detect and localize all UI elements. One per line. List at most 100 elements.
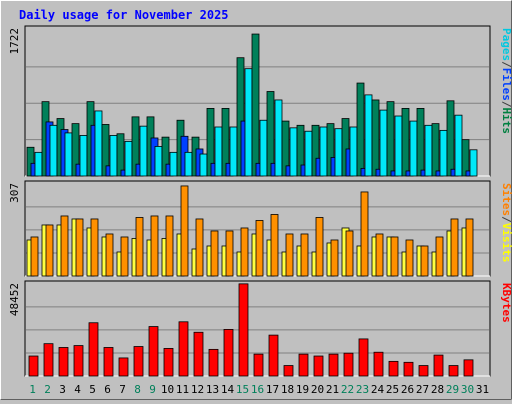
x-tick-label-15: 15 xyxy=(236,383,249,396)
bar-sites-day-10 xyxy=(165,215,174,277)
bar-sites-day-25 xyxy=(390,236,399,277)
bar-hits-day-8 xyxy=(131,116,140,177)
bar-kbytes-day-9 xyxy=(148,326,159,377)
bar-kbytes-day-24 xyxy=(373,351,384,377)
y-axis-title-part: / xyxy=(500,101,512,108)
bar-kbytes-day-7 xyxy=(118,357,129,377)
x-tick-label-17: 17 xyxy=(266,383,279,396)
bar-sites-day-14 xyxy=(225,230,234,277)
bar-pages-day-10 xyxy=(169,151,178,177)
bar-pages-day-4 xyxy=(79,135,88,177)
bar-kbytes-day-29 xyxy=(448,365,459,377)
bar-sites-day-30 xyxy=(465,218,474,277)
panel-kbytes: 48452 KBytes xyxy=(8,280,512,377)
bar-sites-day-27 xyxy=(420,245,429,277)
x-tick-label-8: 8 xyxy=(134,383,141,396)
bar-hits-day-27 xyxy=(416,108,425,177)
bar-sites-day-18 xyxy=(285,233,294,277)
bar-sites-day-24 xyxy=(375,233,384,277)
y-max-label: 1722 xyxy=(8,28,21,55)
bar-sites-day-8 xyxy=(135,217,144,277)
bar-sites-day-16 xyxy=(255,220,264,277)
x-tick-label-25: 25 xyxy=(386,383,399,396)
bar-kbytes-day-23 xyxy=(358,338,369,377)
bar-hits-day-7 xyxy=(116,133,125,177)
x-tick-label-14: 14 xyxy=(221,383,235,396)
x-tick-label-28: 28 xyxy=(431,383,444,396)
bar-pages-day-8 xyxy=(139,125,148,177)
bar-hits-day-22 xyxy=(341,118,350,177)
bar-sites-day-12 xyxy=(195,218,204,277)
bar-kbytes-day-6 xyxy=(103,347,114,377)
bar-kbytes-day-21 xyxy=(328,353,339,377)
y-max-label: 48452 xyxy=(8,283,21,316)
y-axis-title-part: KBytes xyxy=(500,283,512,323)
bar-sites-day-23 xyxy=(360,191,369,277)
bar-pages-day-11 xyxy=(184,151,193,177)
bar-pages-day-30 xyxy=(469,149,478,177)
x-tick-label-23: 23 xyxy=(356,383,369,396)
bar-pages-day-23 xyxy=(364,94,373,177)
x-tick-label-10: 10 xyxy=(161,383,174,396)
bar-pages-day-22 xyxy=(349,126,358,177)
panel-visits-sites: 307 Sites/Visits xyxy=(8,180,512,277)
bar-kbytes-day-17 xyxy=(268,334,279,377)
bar-pages-day-17 xyxy=(274,99,283,177)
bar-hits-day-13 xyxy=(206,108,215,177)
bar-kbytes-day-28 xyxy=(433,354,444,377)
bar-kbytes-day-27 xyxy=(418,365,429,377)
bar-hits-day-26 xyxy=(401,108,410,177)
x-tick-label-4: 4 xyxy=(74,383,81,396)
bar-pages-day-14 xyxy=(229,126,238,177)
bar-hits-day-24 xyxy=(371,99,380,177)
bar-pages-day-13 xyxy=(214,126,223,177)
bar-sites-day-17 xyxy=(270,214,279,277)
chart-title: Daily usage for November 2025 xyxy=(19,8,229,22)
bar-pages-day-20 xyxy=(319,126,328,177)
bar-pages-day-26 xyxy=(409,120,418,177)
bar-sites-day-13 xyxy=(210,230,219,277)
bar-sites-day-7 xyxy=(120,236,129,277)
bar-pages-day-6 xyxy=(109,135,118,177)
bar-hits-day-18 xyxy=(281,120,290,177)
x-tick-label-12: 12 xyxy=(191,383,204,396)
bar-pages-day-3 xyxy=(64,132,73,177)
bar-hits-day-4 xyxy=(71,123,80,177)
bar-kbytes-day-10 xyxy=(163,348,174,377)
bar-sites-day-1 xyxy=(30,236,39,277)
bar-kbytes-day-26 xyxy=(403,361,414,377)
bar-hits-day-23 xyxy=(356,82,365,177)
bar-kbytes-day-5 xyxy=(88,322,99,377)
bar-pages-day-5 xyxy=(94,110,103,177)
bar-kbytes-day-19 xyxy=(298,353,309,377)
bar-hits-day-17 xyxy=(266,91,275,177)
bar-pages-day-28 xyxy=(439,129,448,177)
bar-hits-day-21 xyxy=(326,123,335,177)
x-tick-label-29: 29 xyxy=(446,383,459,396)
bar-kbytes-day-4 xyxy=(73,345,84,377)
x-tick-label-5: 5 xyxy=(89,383,96,396)
bar-kbytes-day-30 xyxy=(463,359,474,377)
bar-sites-day-20 xyxy=(315,217,324,277)
bar-pages-day-21 xyxy=(334,128,343,177)
bar-hits-day-14 xyxy=(221,108,230,177)
bar-sites-day-26 xyxy=(405,239,414,277)
bar-kbytes-day-16 xyxy=(253,353,264,377)
bar-hits-day-10 xyxy=(161,136,170,177)
bar-hits-day-29 xyxy=(446,100,455,177)
bar-kbytes-day-12 xyxy=(193,331,204,377)
bar-hits-day-19 xyxy=(296,124,305,177)
y-axis-title-part: / xyxy=(500,61,512,68)
x-tick-label-19: 19 xyxy=(296,383,309,396)
y-axis-title: KBytes xyxy=(500,283,512,323)
bar-pages-day-1 xyxy=(34,151,43,177)
bar-hits-day-30 xyxy=(461,139,470,177)
bar-sites-day-2 xyxy=(45,224,54,277)
x-tick-label-3: 3 xyxy=(59,383,66,396)
x-tick-label-26: 26 xyxy=(401,383,414,396)
bar-pages-day-19 xyxy=(304,130,313,177)
bar-hits-day-25 xyxy=(386,101,395,177)
